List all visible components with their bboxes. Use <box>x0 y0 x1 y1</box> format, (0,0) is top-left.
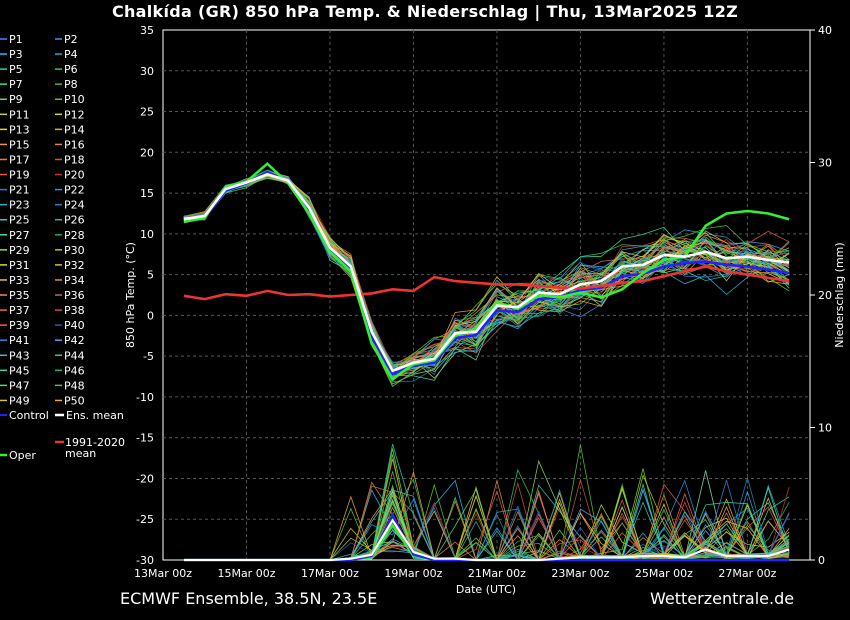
y-tick-label-right: 40 <box>818 24 832 37</box>
legend-label: P28 <box>64 229 85 242</box>
legend-label: P39 <box>9 319 30 332</box>
legend-label-oper: Oper <box>9 449 36 462</box>
y-tick-label-left: 30 <box>140 65 154 78</box>
x-tick-label: 21Mar 00z <box>468 567 526 580</box>
y-axis-label-left: 850 hPa Temp. (°C) <box>124 242 137 348</box>
legend-label: P41 <box>9 334 30 347</box>
legend-label: P45 <box>9 364 30 377</box>
chart-title: Chalkída (GR) 850 hPa Temp. & Niederschl… <box>111 2 739 21</box>
member-temp-line <box>183 172 790 378</box>
x-tick-label: 17Mar 00z <box>301 567 359 580</box>
x-tick-label: 23Mar 00z <box>551 567 609 580</box>
legend-label: P22 <box>64 184 85 197</box>
y-tick-label-left: -20 <box>136 472 154 485</box>
legend-label-ens-mean: Ens. mean <box>66 409 124 422</box>
legend-label: P43 <box>9 349 30 362</box>
precip-line-ens-mean <box>183 518 790 562</box>
legend-label: P34 <box>64 274 85 287</box>
y-tick-label-right: 0 <box>818 554 825 567</box>
legend-label: P25 <box>9 214 30 227</box>
y-tick-label-right: 30 <box>818 157 832 170</box>
x-tick-label: 19Mar 00z <box>384 567 442 580</box>
y-tick-label-left: -15 <box>136 432 154 445</box>
legend-label: P27 <box>9 229 30 242</box>
legend-label: P14 <box>64 123 85 136</box>
temp-line-1991-2020-mean <box>183 265 790 301</box>
y-tick-label-right: 20 <box>818 289 832 302</box>
legend-label: P3 <box>9 48 23 61</box>
legend-label: P10 <box>64 93 85 106</box>
x-tick-label: 13Mar 00z <box>134 567 192 580</box>
legend-label: P42 <box>64 334 85 347</box>
legend-label: P26 <box>64 214 85 227</box>
y-tick-label-left: 5 <box>147 269 154 282</box>
y-tick-label-left: 25 <box>140 106 154 119</box>
legend-label: P31 <box>9 259 30 272</box>
legend-label: P49 <box>9 394 30 407</box>
legend-label: P48 <box>64 379 85 392</box>
legend-label: P8 <box>64 78 78 91</box>
legend-label: P1 <box>9 33 23 46</box>
y-axis-label-right: Niederschlag (mm) <box>833 242 846 347</box>
x-tick-label: 15Mar 00z <box>217 567 275 580</box>
legend-label: P17 <box>9 153 30 166</box>
legend-label: P46 <box>64 364 85 377</box>
legend-label: P50 <box>64 394 85 407</box>
legend-label: P6 <box>64 63 78 76</box>
legend-label: P13 <box>9 123 30 136</box>
legend: P1 P2 P3 P4 P5 P6 P7 P8 P9 P10 P11 P12 P13 P14 P15 P16 P… <box>0 33 125 462</box>
y-tick-label-right: 10 <box>818 422 832 435</box>
legend-label-control: Control <box>9 409 49 422</box>
x-axis-label: Date (UTC) <box>456 583 516 596</box>
y-tick-label-left: 15 <box>140 187 154 200</box>
legend-label: P36 <box>64 289 85 302</box>
legend-label: P33 <box>9 274 30 287</box>
legend-label: P11 <box>9 108 30 121</box>
legend-label-climate-mean: 1991-2020 <box>65 436 125 449</box>
legend-label: P4 <box>64 48 78 61</box>
source-credit: Wetterzentrale.de <box>650 589 795 608</box>
legend-label: P35 <box>9 289 30 302</box>
legend-label: P29 <box>9 244 30 257</box>
x-tick-label: 25Mar 00z <box>635 567 693 580</box>
legend-label: P38 <box>64 304 85 317</box>
y-tick-label-left: -30 <box>136 554 154 567</box>
legend-label: P47 <box>9 379 30 392</box>
legend-label: P21 <box>9 184 30 197</box>
legend-label: P7 <box>9 78 23 91</box>
legend-label: P12 <box>64 108 85 121</box>
legend-label: P23 <box>9 199 30 212</box>
legend-label-climate-mean-2: mean <box>65 447 96 460</box>
legend-label: P16 <box>64 138 85 151</box>
y-tick-label-left: 10 <box>140 228 154 241</box>
legend-label: P20 <box>64 169 85 182</box>
temp-line-ens-mean <box>183 172 790 373</box>
legend-label: P18 <box>64 153 85 166</box>
y-tick-label-left: 20 <box>140 146 154 159</box>
legend-label: P30 <box>64 244 85 257</box>
legend-label: P40 <box>64 319 85 332</box>
model-info: ECMWF Ensemble, 38.5N, 23.5E <box>120 589 378 608</box>
legend-label: P5 <box>9 63 23 76</box>
legend-label: P37 <box>9 304 30 317</box>
axes: 13Mar 00z 15Mar 00z 17Mar 00z 19Mar 00z 21Ma… <box>134 24 832 580</box>
x-tick-label: 27Mar 00z <box>718 567 776 580</box>
y-tick-label-left: 35 <box>140 24 154 37</box>
y-tick-label-left: -5 <box>143 350 154 363</box>
legend-label: P9 <box>9 93 23 106</box>
member-temp-line <box>183 176 790 368</box>
legend-label: P19 <box>9 169 30 182</box>
main-series <box>183 161 790 562</box>
legend-label: P2 <box>64 33 78 46</box>
legend-label: P32 <box>64 259 85 272</box>
legend-label: P44 <box>64 349 85 362</box>
legend-label: P15 <box>9 138 30 151</box>
y-tick-label-left: -25 <box>136 513 154 526</box>
y-tick-label-left: -10 <box>136 391 154 404</box>
y-tick-label-left: 0 <box>147 309 154 322</box>
legend-label: P24 <box>64 199 85 212</box>
